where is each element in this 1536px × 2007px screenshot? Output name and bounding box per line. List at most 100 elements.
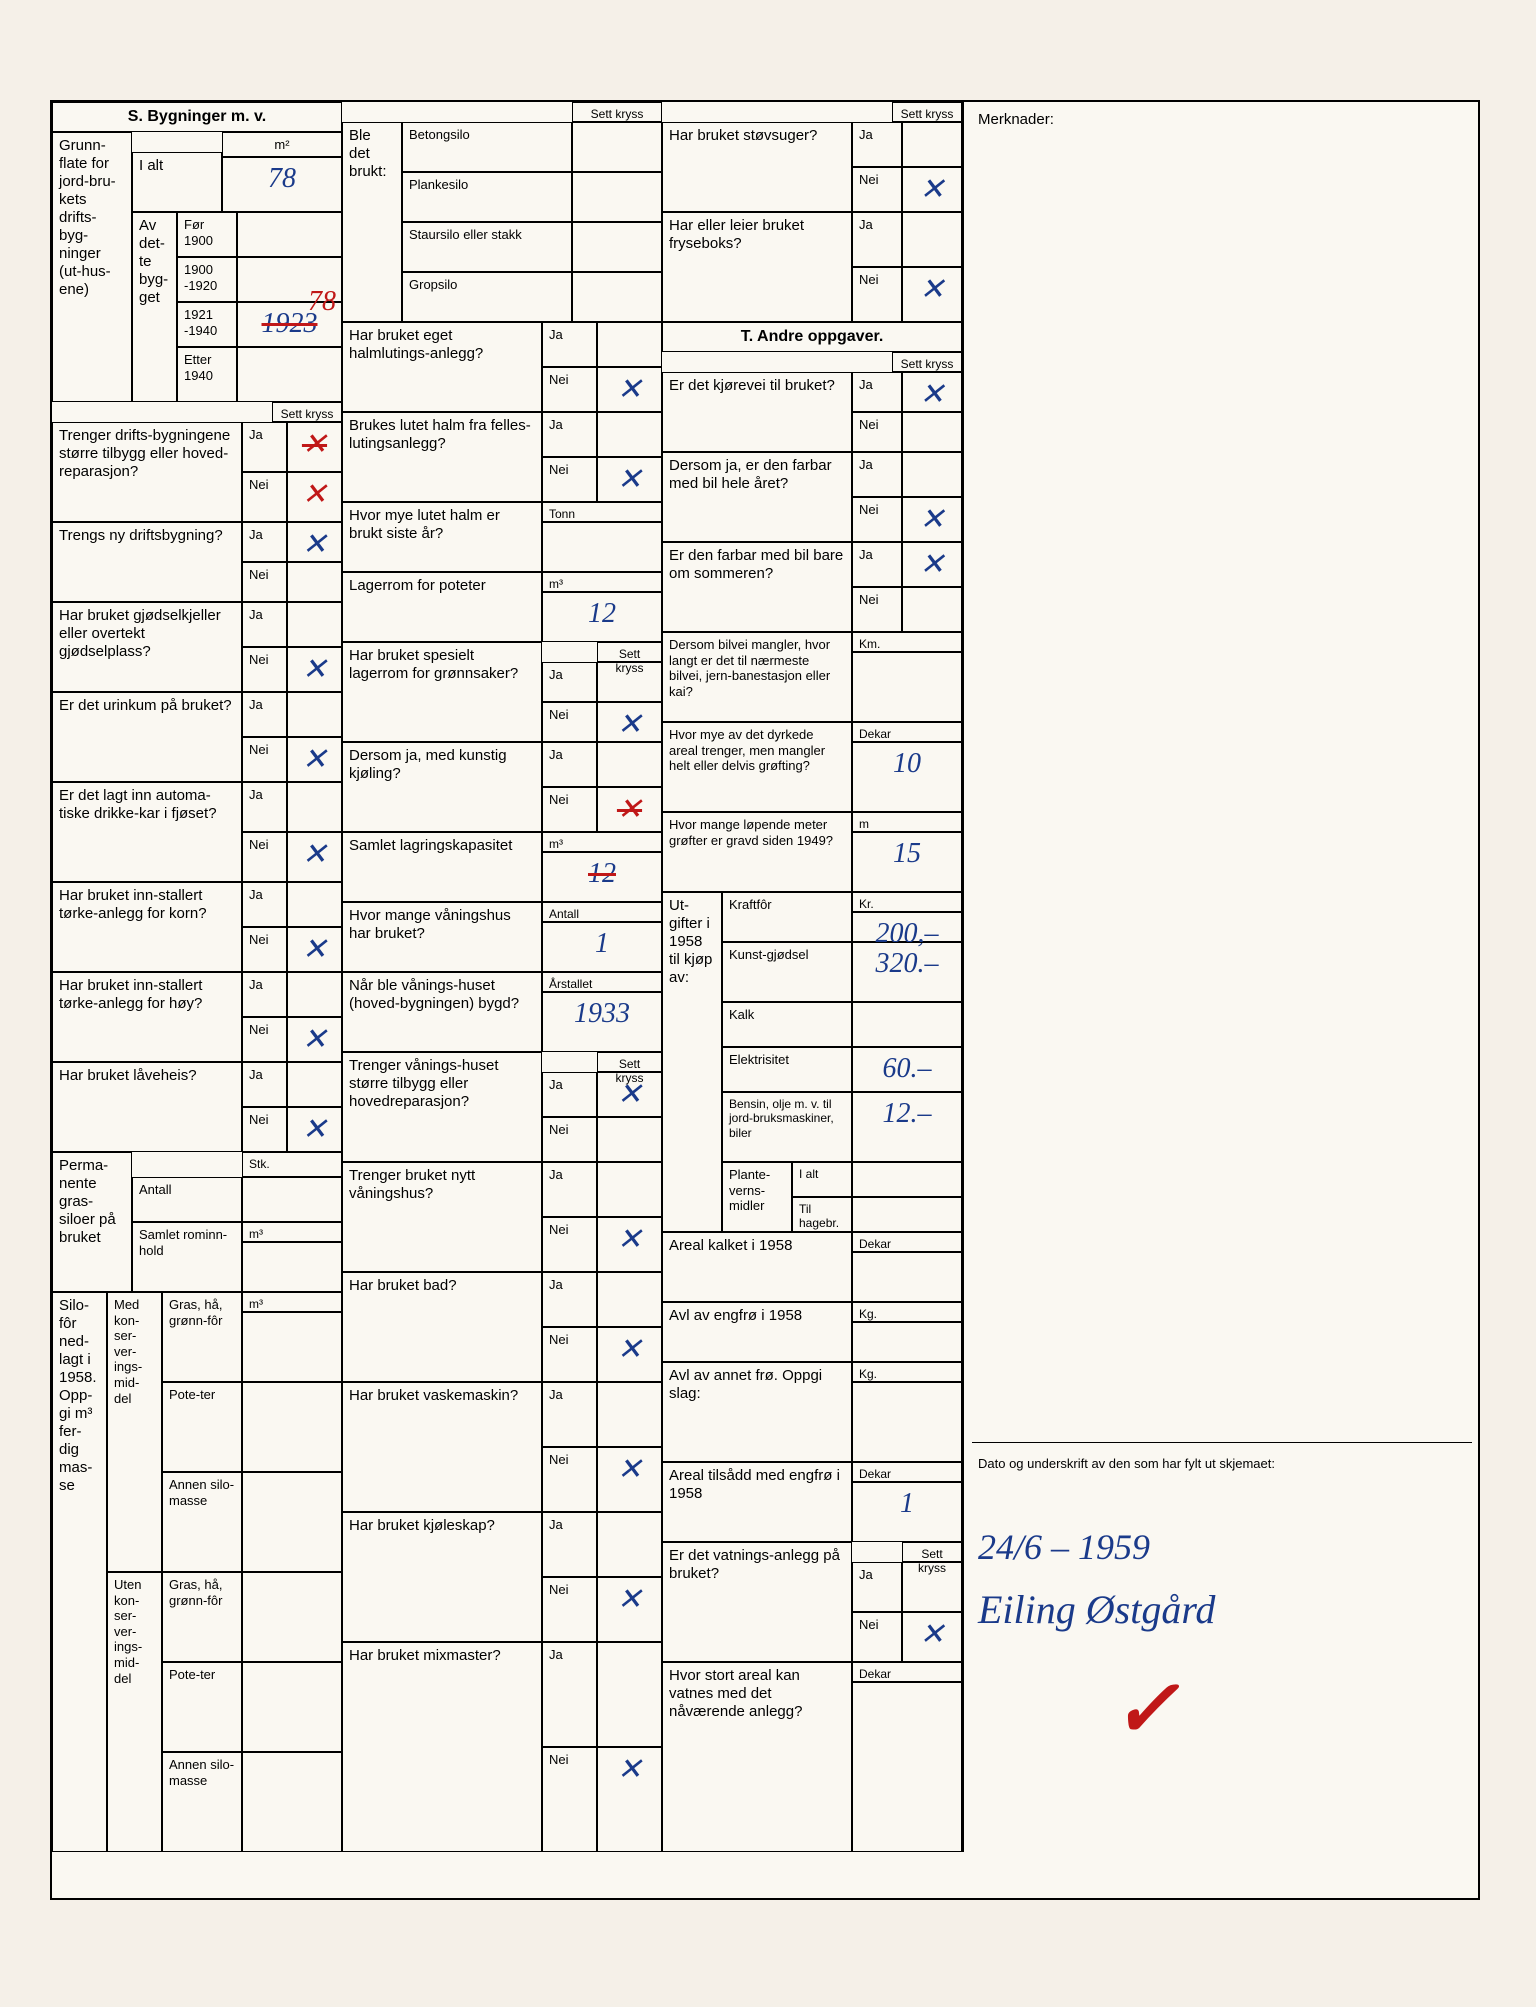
- samlet-struck: 12: [588, 858, 616, 889]
- kjoling-struck: ✕: [617, 793, 642, 826]
- vtilbygg-ja-lbl: Ja: [542, 1072, 597, 1117]
- vaske-nei-lbl: Nei: [542, 1447, 597, 1512]
- ble-brukt: Ble det brukt:: [342, 122, 402, 322]
- halm-nei-val: ✕: [597, 367, 662, 412]
- avl-engfro: Avl av engfrø i 1958: [662, 1302, 852, 1362]
- med-annen: Annen silo-masse: [162, 1472, 242, 1572]
- col2-sett-kryss: Sett kryss: [572, 102, 662, 122]
- period-4-val: [237, 347, 342, 402]
- vaning-sett-kryss: Sett kryss: [597, 1052, 662, 1072]
- mix-ja-lbl: Ja: [542, 1642, 597, 1747]
- lutet-ja-lbl: Ja: [542, 412, 597, 457]
- lagerrom-potet: Lagerrom for poteter: [342, 572, 542, 642]
- med-gras: Gras, hå, grønn-fôr: [162, 1292, 242, 1382]
- sommer-ja-lbl: Ja: [852, 542, 902, 587]
- laveheis-ja-lbl: Ja: [242, 1062, 287, 1107]
- lutet-nei-lbl: Nei: [542, 457, 597, 502]
- nytt-nei-lbl: Nei: [542, 1217, 597, 1272]
- mix-nei-val: ✕: [597, 1747, 662, 1852]
- uten-kon: Uten kon-ser-ver-ings-mid-del: [107, 1572, 162, 1852]
- halm-ja-val: [597, 322, 662, 367]
- q-kjorevei: Er det kjørevei til bruket?: [662, 372, 852, 452]
- kjore-nei-lbl: Nei: [852, 412, 902, 452]
- bad-nei-lbl: Nei: [542, 1327, 597, 1382]
- bygd-val: 1933: [542, 992, 662, 1052]
- antall-lbl: Antall: [132, 1177, 242, 1222]
- samlet-m3: m³: [542, 832, 662, 852]
- bad-ja-lbl: Ja: [542, 1272, 597, 1327]
- med-potet-val: [242, 1382, 342, 1472]
- q-torke-korn: Har bruket inn-stallert tørke-anlegg for…: [52, 882, 242, 972]
- stov-ja-val: [902, 122, 962, 167]
- laveheis-nei-lbl: Nei: [242, 1107, 287, 1152]
- uten-annen: Annen silo-masse: [162, 1752, 242, 1852]
- vatning-ja-lbl: Ja: [852, 1562, 902, 1612]
- fryse-nei-lbl: Nei: [852, 267, 902, 322]
- tilsadd-val: 1: [852, 1482, 962, 1542]
- section-s-title: S. Bygninger m. v.: [52, 102, 342, 132]
- drikkekar-ja-val: [287, 782, 342, 832]
- kraftfor-val: 200,–: [852, 912, 962, 942]
- gronn-ja-val: [597, 662, 662, 702]
- q-hvor-mye-lutet: Hvor mye lutet halm er brukt siste år?: [342, 502, 542, 572]
- lutet-nei-val: ✕: [597, 457, 662, 502]
- med-gras-val: [242, 1312, 342, 1382]
- fryse-ja-val: [902, 212, 962, 267]
- q-farbar-sommer: Er den farbar med bil bare om sommeren?: [662, 542, 852, 632]
- q-fryseboks: Har eller leier bruket fryseboks?: [662, 212, 852, 322]
- arstallet-lbl: Årstallet: [542, 972, 662, 992]
- red-check-icon: ✓: [1112, 1662, 1179, 1756]
- q-tilbygg: Trenger drifts-bygningene større tilbygg…: [52, 422, 242, 522]
- nytt-ja-lbl: Ja: [542, 1162, 597, 1217]
- torke-korn-ja-lbl: Ja: [242, 882, 287, 927]
- q-drikkekar: Er det lagt inn automa-tiske drikke-kar …: [52, 782, 242, 882]
- q-vaskemaskin: Har bruket vaskemaskin?: [342, 1382, 542, 1512]
- gronn-nei-val: ✕: [597, 702, 662, 742]
- gjodsel-ja-val: [287, 602, 342, 647]
- hagebr-val: [852, 1197, 962, 1232]
- nytt-nei-val: ✕: [597, 1217, 662, 1272]
- gjodsel-nei-val: ✕: [287, 647, 342, 692]
- farbar-ja-val: [902, 452, 962, 497]
- stov-ja-lbl: Ja: [852, 122, 902, 167]
- samlet-lagring: Samlet lagringskapasitet: [342, 832, 542, 902]
- kjoling-nei-val: ✕: [597, 787, 662, 832]
- rominnhold-lbl: Samlet rominn-hold: [132, 1222, 242, 1292]
- kjore-ja-val: ✕: [902, 372, 962, 412]
- med-potet: Pote-ter: [162, 1382, 242, 1472]
- dato-val: 24/6 – 1959: [972, 1522, 1322, 1573]
- lutet-tonn-val: [542, 522, 662, 572]
- q-bad: Har bruket bad?: [342, 1272, 542, 1382]
- col3-sett-kryss-top: Sett kryss: [892, 102, 962, 122]
- lagerrom-val: 12: [542, 592, 662, 642]
- gropsilo: Gropsilo: [402, 272, 572, 322]
- sommer-nei-val: [902, 587, 962, 632]
- bensin-val: 12.–: [852, 1092, 962, 1162]
- rominnhold-val: [242, 1242, 342, 1292]
- q-halmluting: Har bruket eget halmlutings-anlegg?: [342, 322, 542, 412]
- torke-korn-nei-lbl: Nei: [242, 927, 287, 972]
- dekar-unit-3: Dekar: [852, 1462, 962, 1482]
- lagerrom-sett-kryss: Sett kryss: [597, 642, 662, 662]
- q-vatning: Er det vatnings-anlegg på bruket?: [662, 1542, 852, 1662]
- mix-ja-val: [597, 1642, 662, 1747]
- vaning-antall-lbl: Antall: [542, 902, 662, 922]
- merknader-divider: [962, 102, 964, 1852]
- fryse-nei-val: ✕: [902, 267, 962, 322]
- grunnflate-label: Grunn-flate for jord-bru-kets drifts-byg…: [52, 132, 132, 402]
- torke-korn-nei-val: ✕: [287, 927, 342, 972]
- m2-unit: m²: [222, 132, 342, 157]
- drikkekar-nei-val: ✕: [287, 832, 342, 882]
- q-lutet-halm: Brukes lutet halm fra felles-lutingsanle…: [342, 412, 542, 502]
- vaske-ja-lbl: Ja: [542, 1382, 597, 1447]
- kalk-val: [852, 1002, 962, 1047]
- gjodsel-ja-lbl: Ja: [242, 602, 287, 647]
- areal-kalket: Areal kalket i 1958: [662, 1232, 852, 1302]
- silofor-label: Silo-fôr ned-lagt i 1958. Opp-gi m³ fer-…: [52, 1292, 107, 1852]
- torke-hoy-ja-val: [287, 972, 342, 1017]
- kjoling-ja-val: [597, 742, 662, 787]
- staursilo-val: [572, 222, 662, 272]
- torke-hoy-ja-lbl: Ja: [242, 972, 287, 1017]
- grofter-val: 15: [852, 832, 962, 892]
- urinkum-ja-lbl: Ja: [242, 692, 287, 737]
